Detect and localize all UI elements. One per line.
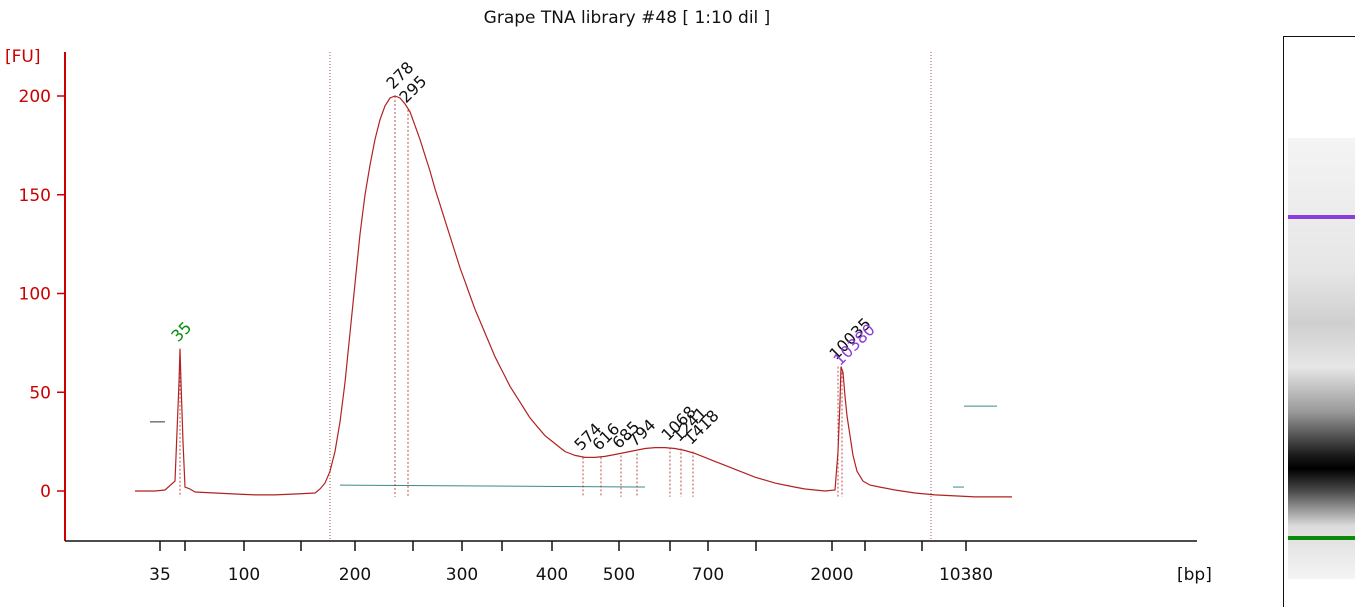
series-line bbox=[135, 95, 1012, 498]
x-tick-label: 200 bbox=[339, 565, 371, 585]
peak-label: 35 bbox=[167, 318, 195, 346]
y-tick-label: 100 bbox=[19, 285, 51, 305]
x-tick-label: 300 bbox=[446, 565, 478, 585]
plot-area: 0 50 100 150 200 35 100 200 300 400 500 700 2000 1038… bbox=[19, 52, 1197, 585]
upper-marker-band bbox=[1288, 215, 1355, 219]
y-tick-label: 200 bbox=[19, 87, 51, 107]
lower-marker-band bbox=[1288, 536, 1355, 540]
gel-image bbox=[1283, 36, 1355, 607]
x-axis-label: [bp] bbox=[1177, 565, 1212, 585]
y-tick-label: 50 bbox=[29, 383, 51, 403]
x-tick-label: 100 bbox=[228, 565, 260, 585]
y-tick-label: 0 bbox=[40, 482, 51, 502]
electropherogram-chart: Grape TNA library #48 [ 1:10 dil ] [FU] … bbox=[5, 8, 1212, 585]
x-tick-label: 2000 bbox=[810, 565, 853, 585]
chart-title: Grape TNA library #48 [ 1:10 dil ] bbox=[484, 8, 771, 28]
integration-baseline bbox=[339, 484, 646, 488]
y-tick-label: 150 bbox=[19, 186, 51, 206]
x-tick-label: 35 bbox=[149, 565, 171, 585]
x-tick-label: 700 bbox=[692, 565, 724, 585]
x-tick-label: 400 bbox=[536, 565, 568, 585]
x-tick-label: 500 bbox=[603, 565, 635, 585]
x-tick-label: 10380 bbox=[939, 565, 993, 585]
y-axis-label: [FU] bbox=[5, 47, 41, 67]
gel-lane bbox=[1288, 138, 1355, 579]
